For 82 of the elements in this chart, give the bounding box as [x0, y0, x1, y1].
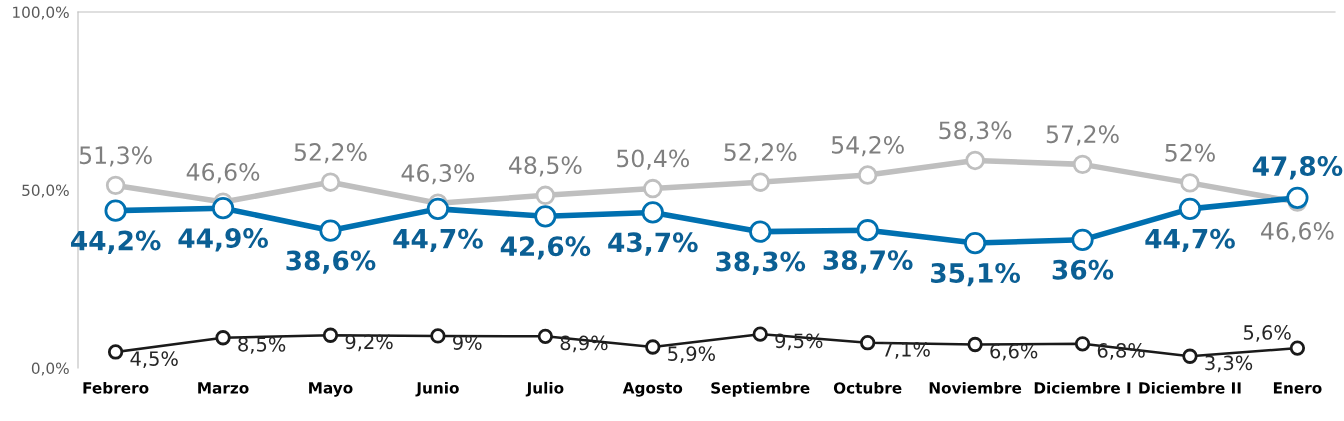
data-label: 50,4% — [617, 149, 689, 170]
data-label: 51,3% — [79, 146, 152, 167]
data-label: 3,3% — [1205, 355, 1253, 373]
data-label: 38,3% — [716, 251, 806, 275]
x-tick-label: Diciembre II — [1139, 381, 1241, 394]
x-tick-label: Marzo — [198, 382, 249, 394]
data-label: 52,2% — [294, 143, 367, 164]
point — [1182, 348, 1198, 364]
data-label: 6,6% — [990, 343, 1038, 361]
data-label: 5,9% — [668, 346, 715, 363]
x-tick-label: Noviembre — [929, 381, 1022, 394]
data-label: 52% — [1165, 143, 1215, 162]
data-label: 44,7% — [1145, 228, 1235, 253]
point — [211, 197, 235, 220]
point — [641, 201, 664, 224]
point — [1074, 336, 1091, 352]
point — [1286, 186, 1309, 209]
point — [1180, 173, 1200, 193]
data-label: 46,3% — [401, 164, 475, 185]
point — [857, 165, 878, 185]
x-tick-label: Enero — [1273, 382, 1322, 394]
point — [1289, 340, 1306, 356]
point — [860, 335, 876, 351]
point — [105, 175, 126, 196]
data-label: 46,6% — [186, 163, 260, 184]
point — [749, 220, 772, 243]
point — [643, 178, 663, 199]
point — [322, 327, 339, 343]
x-tick-label: Mayo — [309, 382, 353, 397]
point — [537, 328, 553, 344]
data-label: 44,2% — [71, 230, 161, 254]
x-tick-label: Febrero — [83, 381, 149, 394]
point — [430, 328, 446, 344]
data-label: 38,7% — [823, 250, 913, 274]
point — [320, 172, 341, 192]
point — [535, 185, 556, 206]
point — [426, 197, 450, 220]
y-tick-label: 0,0% — [31, 362, 69, 376]
point — [963, 231, 987, 255]
data-label: 54,2% — [831, 135, 904, 157]
data-label: 44,7% — [393, 228, 483, 253]
point — [750, 172, 770, 192]
data-label: 47,8% — [1252, 156, 1343, 180]
point — [534, 205, 557, 228]
point — [1178, 197, 1202, 220]
data-label: 38,6% — [286, 250, 376, 274]
data-label: 44,9% — [178, 228, 268, 252]
data-label: 36% — [1052, 259, 1114, 280]
point — [107, 344, 124, 360]
x-tick-label: Julio — [525, 381, 564, 397]
data-label: 48,5% — [509, 156, 582, 177]
data-label: 9,5% — [775, 333, 823, 351]
y-tick-label: 100,0% — [13, 6, 69, 20]
point — [645, 339, 661, 355]
point — [104, 199, 127, 222]
data-label: 35,1% — [931, 262, 1021, 287]
data-label: 46,6% — [1261, 221, 1334, 243]
point — [215, 330, 231, 346]
data-label: 52,2% — [724, 143, 797, 164]
x-tick-label: Septiembre — [711, 381, 810, 397]
point — [856, 219, 879, 242]
x-tick-label: Junio — [415, 381, 459, 397]
point — [752, 326, 768, 342]
data-label: 8,5% — [238, 337, 286, 354]
data-label: 9% — [453, 335, 482, 350]
x-tick-label: Agosto — [622, 382, 683, 397]
point — [1072, 154, 1093, 175]
x-tick-label: Octubre — [833, 381, 902, 394]
data-label: 7,1% — [883, 341, 930, 359]
point — [319, 219, 342, 242]
point — [1071, 228, 1094, 251]
y-tick-label: 50,0% — [22, 184, 69, 198]
data-label: 5,6% — [1243, 325, 1291, 342]
data-label: 9,2% — [345, 334, 393, 352]
data-label: 4,5% — [130, 351, 178, 368]
point — [967, 336, 983, 353]
x-tick-label: Diciembre I — [1034, 381, 1131, 394]
data-label: 43,7% — [608, 232, 698, 256]
data-label: 57,2% — [1046, 125, 1119, 146]
point — [965, 150, 985, 171]
data-label: 58,3% — [939, 121, 1012, 142]
data-label: 42,6% — [500, 236, 591, 260]
